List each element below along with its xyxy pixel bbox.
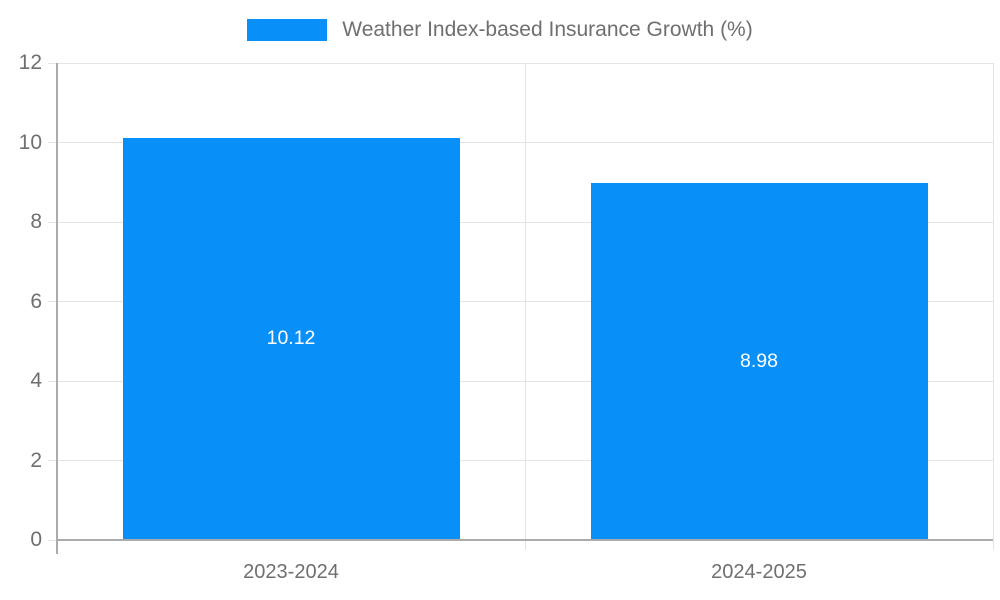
y-axis-tick-label: 12 <box>18 51 42 74</box>
gridline-vertical <box>524 63 526 550</box>
y-axis-tick <box>48 460 57 461</box>
y-axis-tick <box>48 221 57 223</box>
y-axis-tick-label: 2 <box>30 448 42 472</box>
y-axis-tick-label: 0 <box>30 528 42 551</box>
y-axis-tick-label: 6 <box>30 289 42 313</box>
legend-swatch <box>247 19 328 41</box>
legend: Weather Index-based Insurance Growth (%) <box>0 19 1000 41</box>
y-axis-tick <box>48 380 57 382</box>
x-axis-line <box>57 539 993 541</box>
x-axis-tick-label: 2024-2025 <box>711 561 807 583</box>
y-axis-tick <box>48 539 57 541</box>
y-axis-line <box>56 63 58 554</box>
x-axis-tick-label: 2023-2024 <box>243 561 339 583</box>
legend-label: Weather Index-based Insurance Growth (%) <box>342 18 753 41</box>
y-axis-tick <box>48 301 57 302</box>
y-axis-tick <box>48 62 57 64</box>
bar-value-label: 10.12 <box>266 327 316 350</box>
y-axis-tick-label: 8 <box>30 210 42 233</box>
bar: 10.12 <box>122 137 460 540</box>
y-axis-tick-label: 10 <box>18 130 42 154</box>
y-axis-tick-label: 4 <box>30 369 42 392</box>
bar-value-label: 8.98 <box>740 350 778 372</box>
bar: 8.98 <box>590 183 928 540</box>
gridline-vertical <box>992 63 994 550</box>
y-axis-tick <box>48 142 57 143</box>
